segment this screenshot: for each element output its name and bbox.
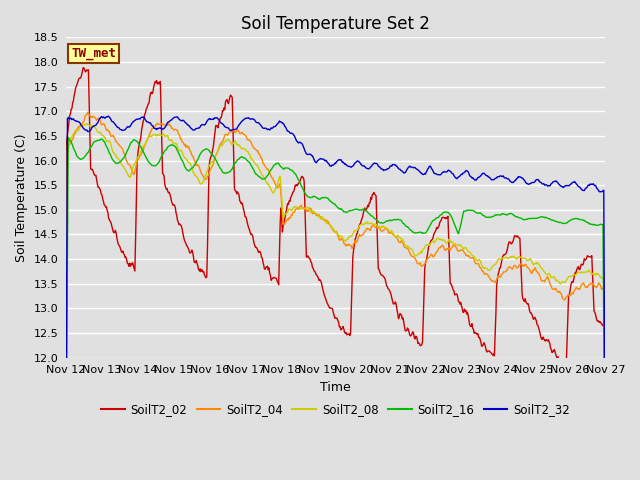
Legend: SoilT2_02, SoilT2_04, SoilT2_08, SoilT2_16, SoilT2_32: SoilT2_02, SoilT2_04, SoilT2_08, SoilT2_… — [97, 399, 575, 421]
Title: Soil Temperature Set 2: Soil Temperature Set 2 — [241, 15, 430, 33]
Y-axis label: Soil Temperature (C): Soil Temperature (C) — [15, 133, 28, 262]
Text: TW_met: TW_met — [71, 47, 116, 60]
X-axis label: Time: Time — [320, 381, 351, 394]
